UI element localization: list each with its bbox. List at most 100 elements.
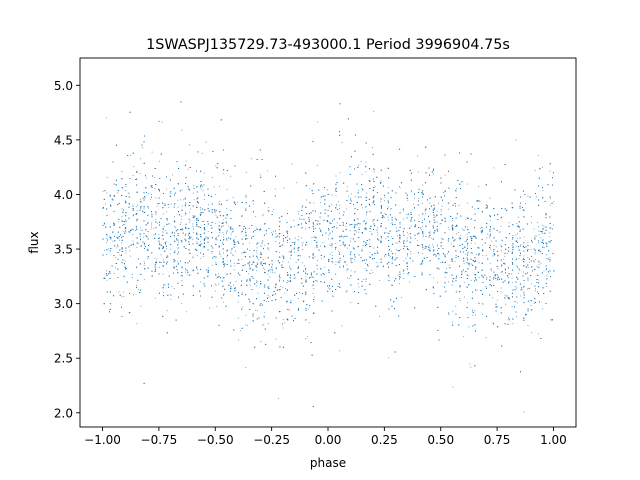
data-point: [196, 241, 198, 243]
data-point: [387, 216, 389, 218]
data-point: [298, 271, 299, 273]
data-point: [181, 129, 183, 131]
data-point: [406, 241, 408, 243]
data-point: [207, 230, 209, 232]
data-point: [151, 224, 153, 226]
data-point: [376, 250, 378, 252]
data-point: [406, 214, 408, 216]
data-point: [151, 197, 153, 199]
data-point: [463, 335, 465, 337]
data-point: [399, 187, 401, 189]
data-point: [448, 229, 450, 231]
data-point: [339, 236, 340, 238]
data-point: [232, 196, 234, 198]
data-point: [121, 171, 123, 172]
data-point: [215, 223, 217, 225]
data-point: [177, 261, 179, 263]
data-point: [474, 310, 476, 312]
data-point: [104, 203, 106, 205]
data-point: [408, 249, 410, 251]
data-point: [172, 174, 173, 176]
data-point: [177, 199, 179, 201]
data-point: [219, 251, 221, 253]
data-point: [215, 165, 217, 167]
data-point: [218, 221, 220, 223]
data-point: [530, 215, 532, 217]
data-point: [264, 262, 266, 264]
data-point: [116, 244, 118, 246]
data-point: [275, 338, 277, 340]
data-point: [189, 236, 191, 237]
data-point: [409, 235, 411, 237]
data-point: [216, 264, 218, 266]
data-point: [181, 205, 183, 207]
data-point: [189, 220, 191, 221]
data-point: [438, 254, 440, 256]
data-point: [249, 250, 251, 252]
data-point: [156, 205, 158, 207]
data-point: [399, 241, 401, 243]
data-point: [136, 229, 138, 231]
data-point: [212, 212, 213, 213]
data-point: [511, 277, 513, 279]
data-point: [365, 171, 367, 173]
data-point: [160, 254, 162, 256]
data-point: [518, 258, 520, 260]
data-point: [189, 208, 191, 210]
data-point: [432, 173, 434, 175]
data-point: [253, 203, 255, 205]
data-point: [361, 188, 363, 189]
data-point: [257, 242, 259, 244]
data-point: [429, 220, 431, 222]
data-point: [290, 299, 292, 301]
data-point: [150, 228, 152, 230]
data-point: [146, 177, 148, 179]
data-point: [262, 215, 264, 217]
data-point: [241, 258, 243, 260]
data-point: [202, 256, 204, 258]
data-point: [474, 208, 476, 210]
data-point: [388, 276, 390, 278]
data-point: [235, 236, 237, 238]
data-point: [335, 248, 336, 250]
data-point: [237, 317, 239, 319]
data-point: [158, 266, 160, 268]
data-point: [339, 212, 340, 214]
data-point: [350, 270, 352, 272]
data-point: [237, 262, 239, 264]
data-point: [468, 275, 470, 277]
data-point: [320, 202, 321, 204]
data-point: [383, 200, 385, 202]
data-point: [157, 222, 158, 224]
data-point: [533, 236, 535, 238]
data-point: [380, 201, 382, 202]
data-point: [136, 285, 138, 287]
data-point: [245, 252, 247, 253]
data-point: [124, 265, 126, 267]
data-point: [267, 323, 269, 325]
data-point: [335, 249, 337, 250]
data-point: [263, 223, 265, 225]
data-point: [122, 259, 124, 261]
data-point: [432, 249, 434, 251]
data-point: [435, 216, 437, 218]
data-point: [125, 230, 127, 232]
data-point: [143, 243, 145, 245]
data-point: [143, 244, 145, 246]
data-point: [490, 234, 491, 236]
data-point: [512, 235, 514, 237]
data-point: [482, 303, 484, 305]
data-point: [536, 265, 538, 267]
data-point: [199, 208, 201, 210]
data-point: [140, 229, 142, 231]
data-point: [192, 225, 194, 227]
data-point: [390, 222, 392, 224]
data-point: [241, 281, 242, 283]
data-point: [209, 307, 210, 309]
data-point: [294, 237, 296, 239]
data-point: [233, 262, 235, 264]
data-point: [162, 273, 164, 275]
data-point: [350, 257, 352, 259]
data-point: [150, 196, 152, 198]
